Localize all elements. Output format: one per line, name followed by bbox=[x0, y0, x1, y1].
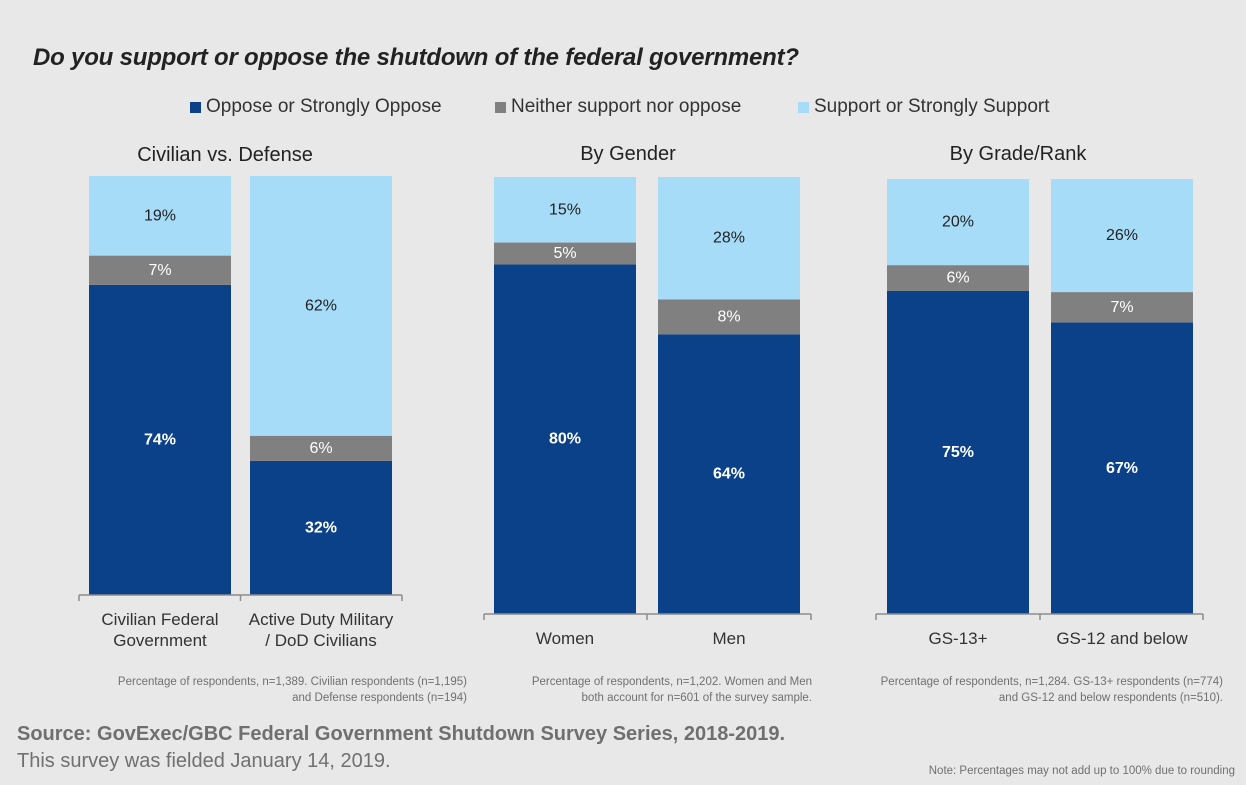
bar-segment-support bbox=[658, 177, 800, 300]
data-label-support: 28% bbox=[713, 230, 745, 247]
stacked-bar: 75% 6% 20% bbox=[887, 179, 1029, 614]
bar-segment-support bbox=[89, 176, 231, 256]
panel-title: By Grade/Rank bbox=[950, 143, 1088, 165]
chart-panel: By Gender 80% 5% 15% Women 64% 8% 28% Men bbox=[483, 143, 812, 648]
data-label-oppose: 32% bbox=[305, 519, 337, 536]
legend-label-support: Support or Strongly Support bbox=[814, 96, 1050, 117]
chart-panel: By Grade/Rank 75% 6% 20% GS-13+ 67% 7% 26% GS-12… bbox=[875, 143, 1204, 648]
data-label-support: 19% bbox=[144, 207, 176, 224]
bar-segment-neither bbox=[250, 435, 392, 461]
legend-item-neither: Neither support nor oppose bbox=[495, 96, 741, 118]
panel-title: Civilian vs. Defense bbox=[137, 144, 313, 166]
data-label-neither: 5% bbox=[553, 245, 576, 262]
bar-segment-oppose bbox=[1051, 322, 1193, 614]
bar-segment-neither bbox=[89, 255, 231, 285]
bar-segment-oppose bbox=[250, 460, 392, 595]
category-label: Government bbox=[113, 631, 207, 650]
category-label: GS-12 and below bbox=[1056, 629, 1188, 648]
stacked-bar: 80% 5% 15% bbox=[494, 177, 636, 614]
category-label: Active Duty Military bbox=[249, 610, 394, 629]
stacked-bar: 67% 7% 26% bbox=[1051, 179, 1193, 614]
data-label-support: 20% bbox=[942, 214, 974, 231]
note-line: and GS-12 and below respondents (n=510). bbox=[998, 692, 1223, 704]
panel-note-civilian: Percentage of respondents, n=1,389. Civi… bbox=[118, 674, 467, 706]
bar-segment-oppose bbox=[658, 334, 800, 614]
data-label-oppose: 80% bbox=[549, 431, 581, 448]
source-text: Source: GovExec/GBC Federal Government S… bbox=[17, 723, 786, 745]
data-label-oppose: 75% bbox=[942, 444, 974, 461]
bar-segment-support bbox=[494, 177, 636, 243]
note-line: Percentage of respondents, n=1,389. Civi… bbox=[117, 676, 467, 688]
legend-swatch-support bbox=[798, 101, 809, 113]
data-label-neither: 6% bbox=[309, 440, 332, 457]
panel-note-grade: Percentage of respondents, n=1,284. GS-1… bbox=[881, 674, 1223, 706]
legend-label-oppose: Oppose or Strongly Oppose bbox=[206, 96, 442, 117]
bar-segment-neither bbox=[494, 242, 636, 265]
category-label: Men bbox=[712, 629, 745, 648]
panel-title: By Gender bbox=[580, 143, 676, 165]
data-label-neither: 8% bbox=[717, 308, 740, 325]
bar-segment-oppose bbox=[89, 284, 231, 595]
panel-note-gender: Percentage of respondents, n=1,202. Wome… bbox=[532, 674, 812, 706]
legend-swatch-neither bbox=[495, 101, 506, 113]
bar-segment-neither bbox=[658, 299, 800, 335]
fielded-date-text: This survey was fielded January 14, 2019… bbox=[17, 750, 391, 772]
stacked-bar: 32% 6% 62% bbox=[250, 176, 392, 595]
data-label-oppose: 64% bbox=[713, 466, 745, 483]
data-label-oppose: 74% bbox=[144, 431, 176, 448]
category-label: / DoD Civilians bbox=[265, 631, 376, 650]
data-label-neither: 7% bbox=[1110, 299, 1133, 316]
bar-segment-oppose bbox=[494, 264, 636, 614]
data-label-support: 26% bbox=[1106, 227, 1138, 244]
data-label-oppose: 67% bbox=[1106, 460, 1138, 477]
legend-item-oppose: Oppose or Strongly Oppose bbox=[190, 96, 442, 118]
data-label-neither: 6% bbox=[946, 270, 969, 287]
chart-panel: Civilian vs. Defense 74% 7% 19% Civilian Fed… bbox=[78, 144, 403, 650]
rounding-footnote: Note: Percentages may not add up to 100%… bbox=[928, 765, 1235, 777]
data-label-neither: 7% bbox=[148, 262, 171, 279]
note-line: both account for n=601 of the survey sam… bbox=[581, 692, 812, 704]
category-label: Women bbox=[536, 629, 594, 648]
stacked-bar: 64% 8% 28% bbox=[658, 177, 800, 614]
note-line: Percentage of respondents, n=1,284. GS-1… bbox=[880, 676, 1223, 688]
data-label-support: 62% bbox=[305, 297, 337, 314]
bar-segment-neither bbox=[1051, 292, 1193, 323]
legend-item-support: Support or Strongly Support bbox=[798, 96, 1050, 118]
category-label: Civilian Federal bbox=[101, 610, 218, 629]
data-label-support: 15% bbox=[549, 201, 581, 218]
chart-title: Do you support or oppose the shutdown of… bbox=[33, 44, 799, 71]
bar-segment-support bbox=[1051, 179, 1193, 293]
note-line: Percentage of respondents, n=1,202. Wome… bbox=[531, 676, 812, 688]
category-label: GS-13+ bbox=[928, 629, 987, 648]
bar-segment-support bbox=[887, 179, 1029, 266]
legend-label-neither: Neither support nor oppose bbox=[511, 96, 742, 117]
bar-segment-oppose bbox=[887, 290, 1029, 614]
legend-swatch-oppose bbox=[190, 101, 201, 113]
bar-segment-neither bbox=[887, 265, 1029, 291]
note-line: and Defense respondents (n=194) bbox=[292, 692, 467, 704]
stacked-bar: 74% 7% 19% bbox=[89, 176, 231, 595]
bar-segment-support bbox=[250, 176, 392, 436]
